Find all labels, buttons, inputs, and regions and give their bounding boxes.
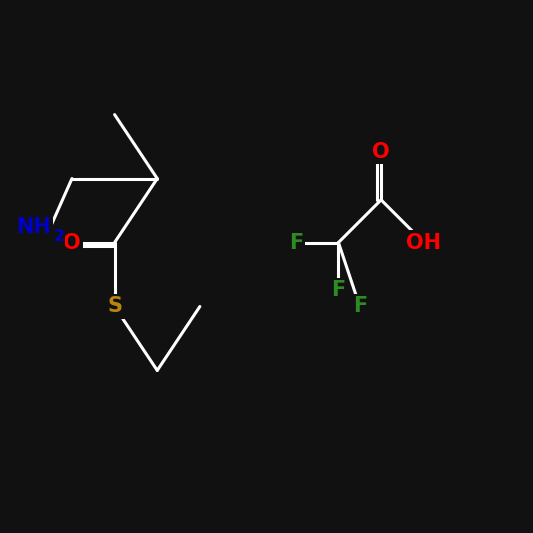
Text: F: F [289, 232, 303, 253]
Text: F: F [353, 296, 367, 317]
Text: OH: OH [406, 232, 441, 253]
Text: F: F [332, 280, 345, 301]
Text: 2: 2 [53, 229, 64, 244]
Text: NH: NH [16, 216, 51, 237]
Text: O: O [372, 142, 390, 162]
Text: S: S [107, 296, 122, 317]
Text: O: O [63, 232, 81, 253]
